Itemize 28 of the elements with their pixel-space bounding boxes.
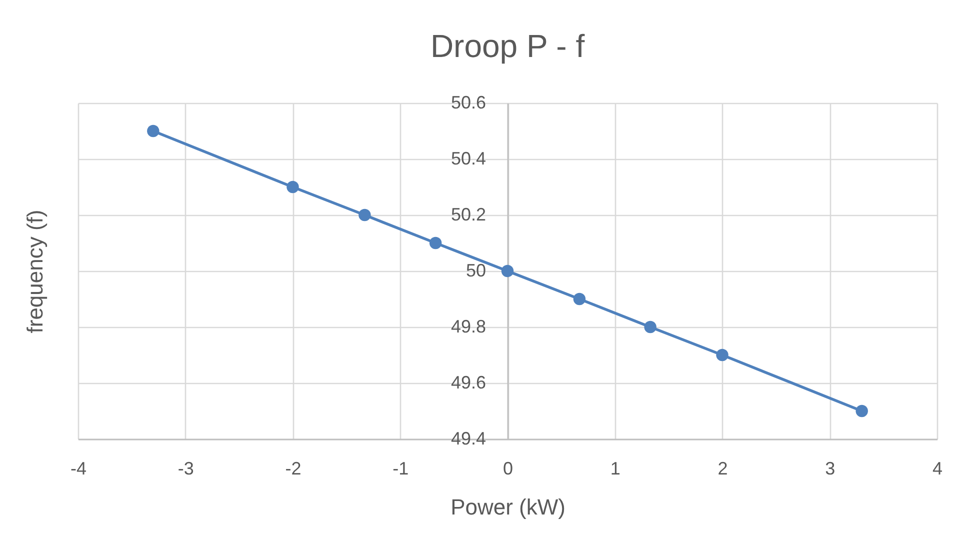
- point: [286, 180, 299, 194]
- x-tick-label: 0: [502, 458, 514, 478]
- x-tick-label: 1: [610, 458, 620, 478]
- y-tick-label: 50.4: [450, 148, 486, 168]
- point: [573, 292, 586, 306]
- y-tick-label: 49.8: [450, 316, 486, 336]
- x-tick-label: -2: [285, 458, 302, 478]
- x-tick-label: -3: [178, 458, 194, 478]
- x-tick-label: -4: [70, 458, 87, 478]
- y-tick-label: 49.4: [450, 428, 486, 448]
- x-tick-label: 2: [718, 458, 728, 478]
- y-tick-label: 50: [466, 260, 486, 280]
- point: [429, 236, 442, 250]
- point: [147, 124, 160, 138]
- x-tick-label: 4: [932, 458, 943, 478]
- x-tick-label: 3: [825, 458, 836, 478]
- x-tick-label: -1: [392, 458, 409, 478]
- point: [644, 320, 656, 334]
- point: [856, 404, 868, 418]
- point: [358, 208, 371, 222]
- point: [501, 264, 514, 278]
- chart-title: Droop P - f: [430, 28, 585, 64]
- y-tick-label: 50.2: [450, 204, 486, 224]
- y-axis-title: frequency (f): [22, 210, 48, 334]
- y-tick-label: 49.6: [450, 372, 486, 392]
- y-tick-label: 50.6: [450, 92, 486, 112]
- point: [716, 348, 728, 362]
- x-axis-title: Power (kW): [450, 494, 566, 520]
